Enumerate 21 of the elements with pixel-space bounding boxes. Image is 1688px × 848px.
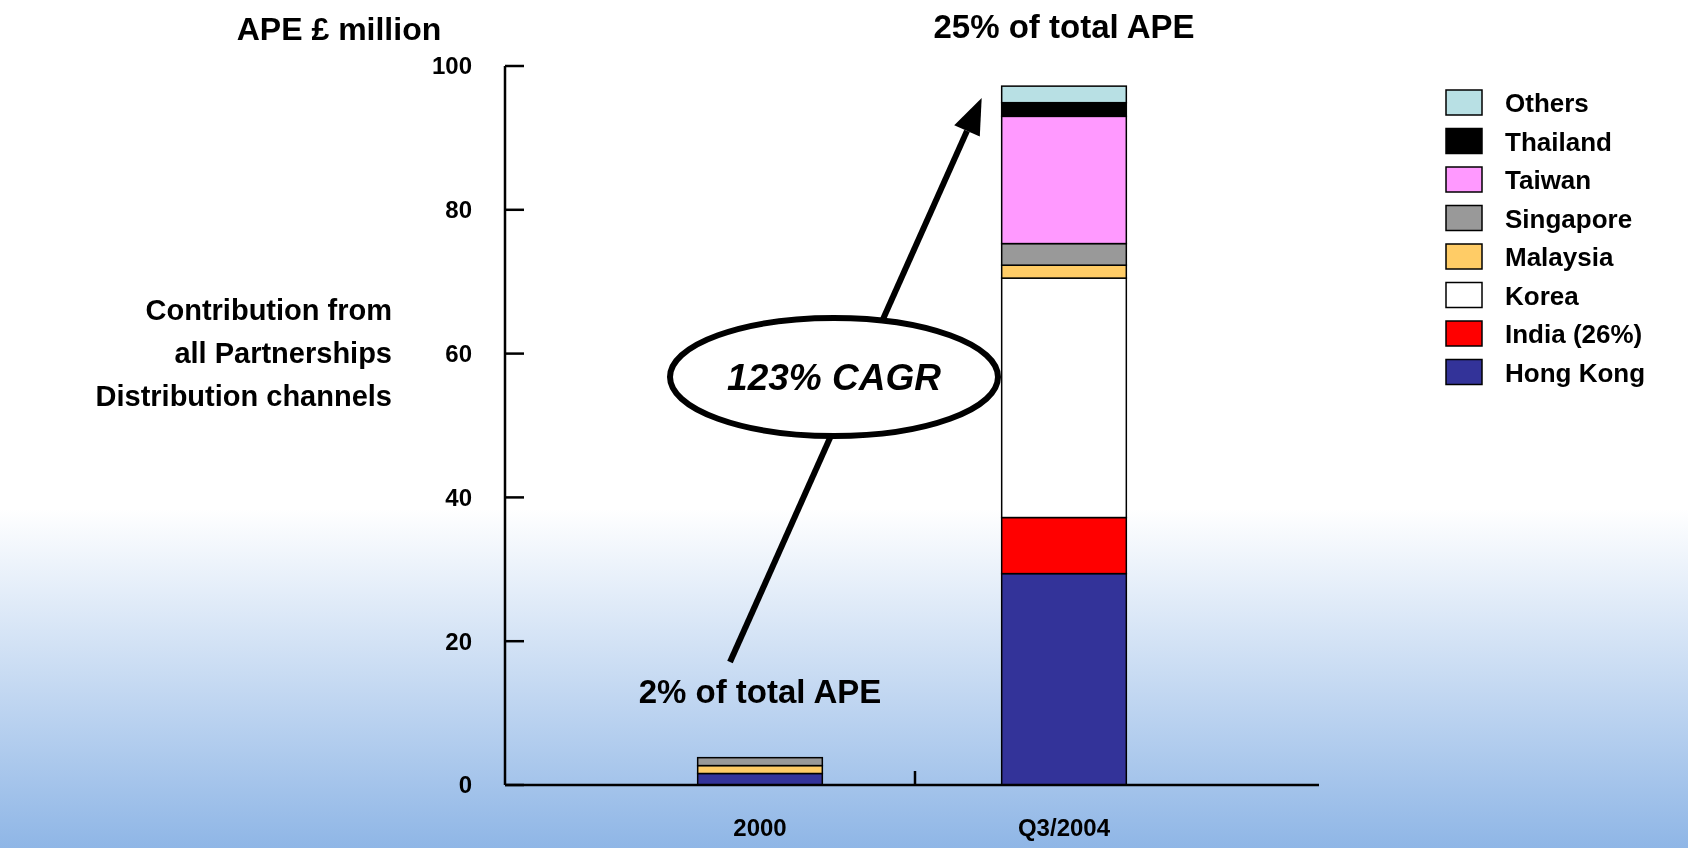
y-tick-label: 40 [445, 483, 472, 511]
y-tick-label: 20 [445, 627, 472, 655]
x-tick-label: Q3/2004 [1017, 814, 1111, 841]
legend-label: Thailand [1505, 126, 1612, 157]
annotation: 2% of total APE [638, 672, 882, 710]
legend-label: Malaysia [1505, 242, 1614, 273]
legend-label: Others [1505, 88, 1589, 119]
annotation: 123% CAGR [727, 356, 942, 398]
x-tick-label: 2000 [733, 814, 787, 841]
legend-label: Taiwan [1505, 165, 1592, 196]
y-tick-label: 100 [431, 52, 472, 80]
legend-label: India (26%) [1505, 319, 1643, 350]
y-tick-label: 80 [445, 196, 472, 224]
y-tick-label: 0 [458, 771, 472, 799]
y-axis-title: Contribution from all Partnerships Distribution channels [95, 294, 392, 412]
legend-label: Hong Kong [1505, 357, 1646, 388]
chart-title: APE £ million [236, 11, 442, 47]
y-tick-label: 60 [445, 340, 472, 367]
annotation: 25% of total APE [933, 8, 1195, 46]
legend-label: Singapore [1505, 203, 1633, 234]
legend-label: Korea [1505, 280, 1580, 311]
